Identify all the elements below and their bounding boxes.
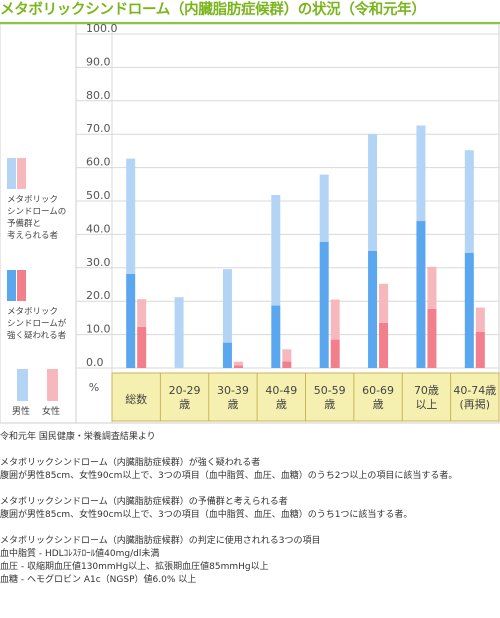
y-tick-label: 30.0 (86, 256, 111, 269)
bar-male-prelim (319, 174, 329, 242)
notes: 令和元年 国民健康・栄養調査結果より メタボリックシンドローム（内臓脂肪症候群）… (0, 431, 500, 587)
bar-male-prelim (368, 134, 378, 251)
strong-description: 腹囲が男性85cm、女性90cm以上で、3つの項目（血中脂質、血圧、血糖）のうち… (0, 471, 458, 481)
y-tick-label: 80.0 (86, 89, 111, 102)
legend-swatch-strong-female (17, 270, 26, 301)
bar-female-strong (233, 365, 243, 368)
bar-male-strong (222, 342, 232, 368)
x-tick-label: 20-29 (169, 384, 201, 397)
x-tick-label: 70歳 (414, 384, 439, 397)
bar-male-prelim (174, 297, 184, 368)
y-axis-unit: % (89, 381, 99, 394)
x-tick-label: 歳 (324, 398, 335, 411)
bars (126, 125, 485, 368)
x-tick-label: 総数 (125, 392, 147, 406)
bar-female-prelim (282, 349, 292, 362)
legend-swatch-strong-male (7, 270, 16, 301)
bar-male-prelim (464, 150, 474, 253)
criteria-blood-pressure: 血圧 - 収縮期血圧値130mmHg以上、拡張期血圧値85mmHg以上 (0, 562, 269, 572)
x-tick-label: 40-49 (265, 384, 297, 397)
prelim-heading: メタボリックシンドローム（内臓脂肪症候群）の予備群と考えられる者 (0, 497, 288, 507)
x-tick-label: 歳 (276, 398, 287, 411)
legend-swatch-prelim-male (7, 158, 16, 189)
x-axis: %総数20-29歳30-39歳40-49歳50-59歳60-69歳70歳以上40… (89, 372, 500, 422)
legend-strong-text: シンドロームが (7, 318, 67, 329)
legend-strong-text: 強く疑われる者 (7, 330, 67, 341)
x-tick-label: 30-39 (217, 384, 249, 397)
chart-frame (0, 23, 500, 424)
legend-swatch-female (47, 369, 58, 401)
legend-strong-text: メタボリック (7, 307, 58, 317)
bar-male-strong (464, 252, 474, 368)
title-underline (0, 22, 500, 24)
y-tick-label: 50.0 (86, 189, 111, 202)
legend-prelim-text: メタボリック (7, 195, 58, 205)
bar-male-prelim (126, 158, 136, 274)
x-tick-label: 60-69 (362, 384, 394, 397)
bar-female-prelim (330, 299, 340, 340)
x-tick-label: 50-59 (314, 384, 346, 397)
criteria-heading: メタボリックシンドローム（内臓脂肪症候群）の判定に使用されれる3つの項目 (0, 536, 321, 546)
bar-male-prelim (222, 269, 232, 343)
bar-female-prelim (427, 266, 437, 309)
criteria-lipid: 血中脂質 - HDLｺﾚｽﾃﾛｰﾙ値40mg/dl未満 (0, 549, 160, 559)
source-note: 令和元年 国民健康・栄養調査結果より (0, 432, 156, 442)
bar-female-strong (427, 308, 437, 368)
legend-swatch-prelim-female (17, 158, 26, 189)
legend-prelim-text: シンドロームの (7, 207, 66, 217)
bar-chart: メタボリックシンドロームの予備群と考えられる者メタボリックシンドロームが強く疑わ… (0, 22, 500, 424)
y-tick-label: 40.0 (86, 222, 111, 235)
bar-female-strong (475, 331, 485, 368)
bar-female-strong (330, 339, 340, 368)
x-tick-label: 歳 (179, 398, 190, 411)
bar-female-strong (282, 361, 292, 368)
y-tick-label: 20.0 (86, 289, 111, 302)
bar-male-prelim (271, 194, 281, 306)
x-tick-label: 歳 (227, 398, 238, 411)
x-tick-label: 40-74歳 (453, 384, 496, 397)
y-tick-label: 10.0 (86, 323, 111, 336)
x-tick-label: (再掲) (460, 397, 491, 411)
page-title: メタボリックシンドローム（内臓脂肪症候群）の状況（令和元年） (0, 2, 426, 18)
criteria-blood-sugar: 血糖 - ヘモグロビン A1c（NGSP）値6.0% 以上 (0, 575, 197, 585)
y-tick-label: 90.0 (86, 55, 111, 68)
bar-male-strong (416, 221, 426, 368)
bar-female-strong (379, 322, 389, 368)
bar-male-prelim (416, 125, 426, 222)
prelim-description: 腹囲が男性85cm、女性90cm以上で、3つの項目（血中脂質、血圧、血糖）のうち… (0, 510, 413, 520)
legend-male-label: 男性 (12, 405, 30, 417)
y-tick-label: 70.0 (86, 122, 111, 135)
legend-swatch-male (17, 369, 28, 401)
bar-female-strong (137, 326, 147, 368)
y-axis: 0.0 10.0 20.0 30.0 40.0 50.0 60.0 70.0 80.0 90.0 1… (86, 22, 118, 369)
bar-male-strong (271, 305, 281, 368)
legend-prelim-text: 予備群と (7, 218, 41, 229)
legend: メタボリックシンドロームの予備群と考えられる者メタボリックシンドロームが強く疑わ… (7, 158, 67, 417)
y-tick-label: 0.0 (86, 356, 104, 369)
x-tick-label: 以上 (415, 398, 437, 411)
x-tick-label: 歳 (373, 398, 384, 411)
bar-female-prelim (379, 283, 389, 323)
bar-male-strong (368, 250, 378, 368)
bar-female-prelim (475, 307, 485, 332)
bar-male-strong (319, 241, 329, 368)
legend-female-label: 女性 (42, 405, 60, 417)
bar-female-prelim (137, 299, 147, 327)
strong-heading: メタボリックシンドローム（内臓脂肪症候群）が強く疑われる者 (0, 458, 261, 468)
y-tick-label: 100.0 (86, 24, 118, 35)
bar-male-strong (126, 273, 136, 368)
legend-prelim-text: 考えられる者 (7, 231, 59, 241)
bar-female-prelim (233, 361, 243, 366)
y-tick-label: 60.0 (86, 156, 111, 169)
chart-area: メタボリック シンドロームの 予備群と考えられる者 メタボリック シンドロームが 強く疑わ… (0, 22, 500, 424)
